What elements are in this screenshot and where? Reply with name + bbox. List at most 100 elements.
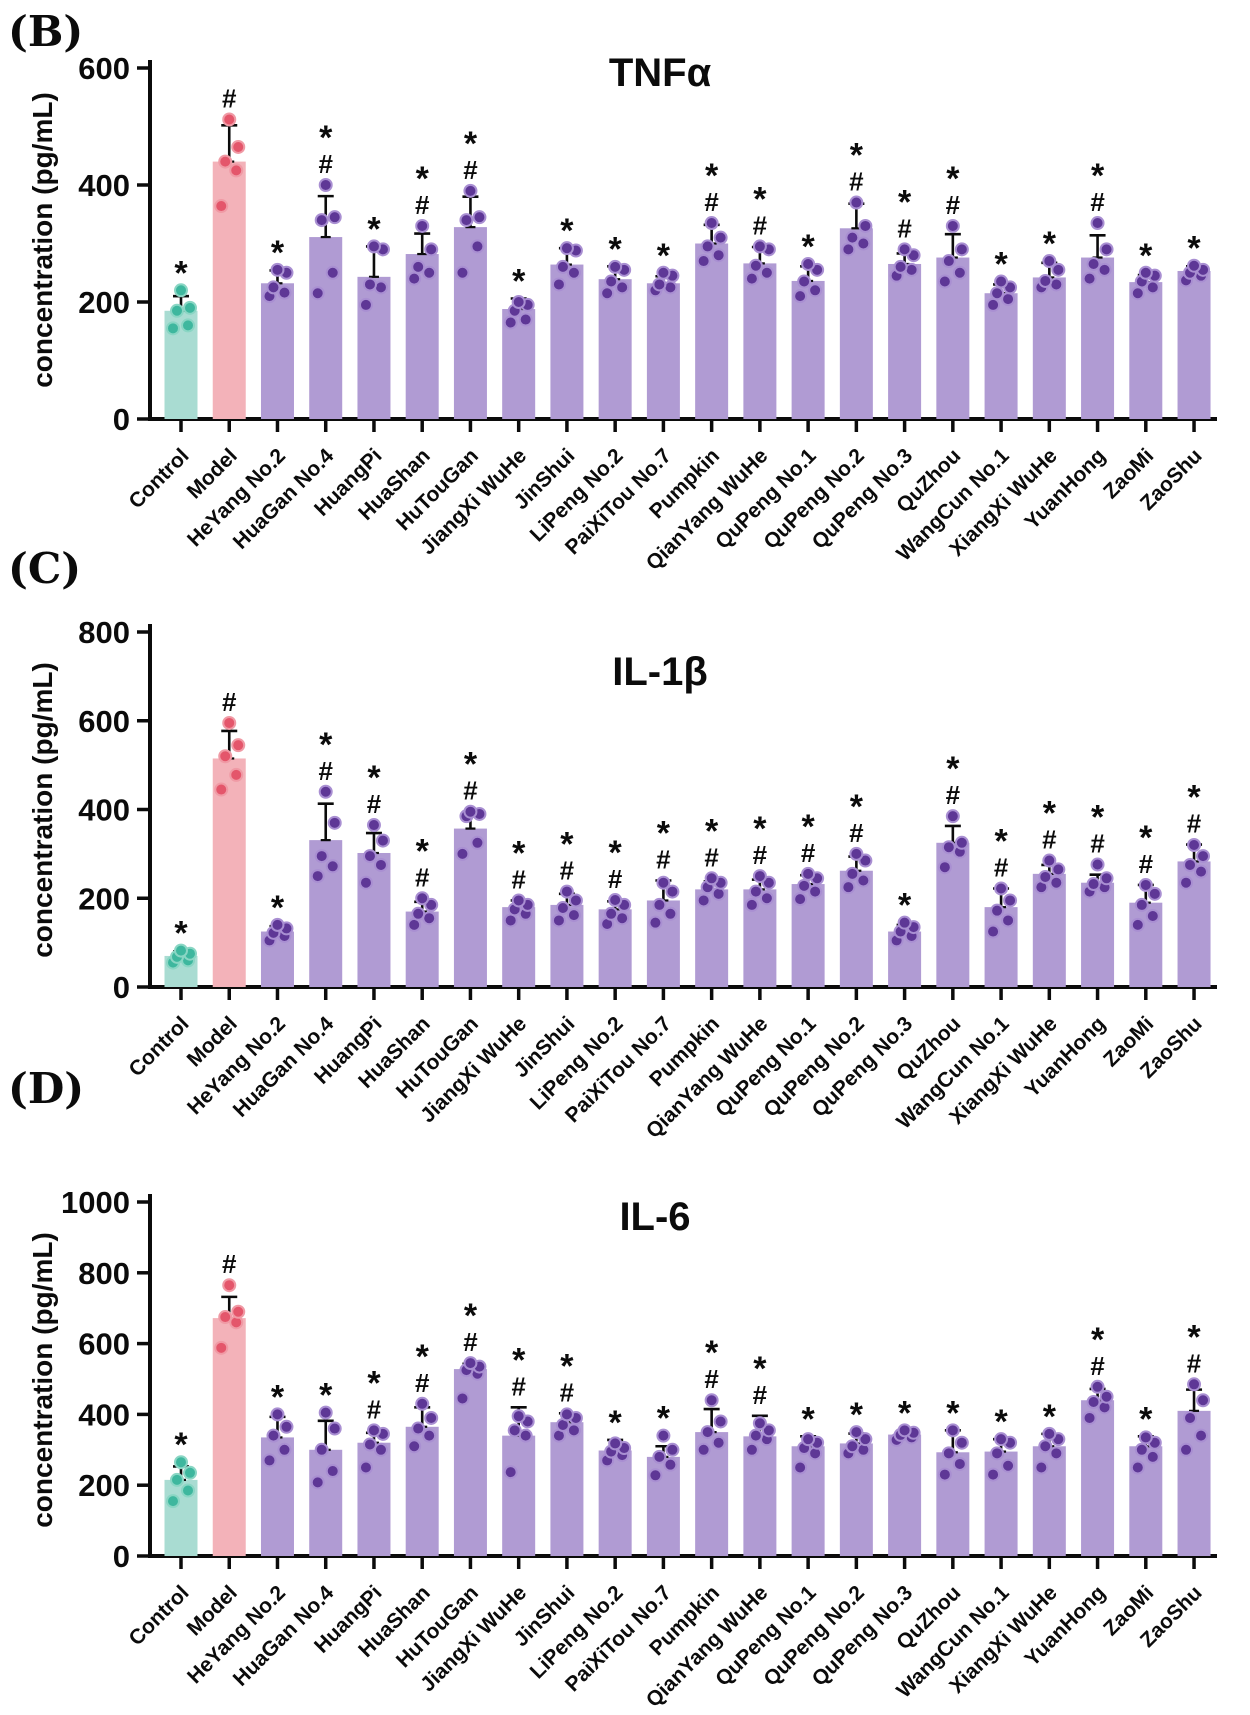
significance-star: *	[367, 210, 381, 248]
data-point	[1187, 838, 1202, 852]
data-point	[615, 280, 630, 295]
data-point	[994, 881, 1009, 896]
data-point	[555, 901, 570, 916]
data-point	[183, 1465, 197, 1480]
significance-star: *	[898, 887, 912, 925]
data-point	[366, 1423, 381, 1438]
data-point	[266, 1428, 281, 1443]
y-tick-label: 0	[113, 1539, 130, 1574]
data-point	[174, 283, 188, 298]
y-tick-label: 200	[78, 1468, 130, 1503]
significance-hash: #	[463, 155, 478, 185]
significance-star: *	[898, 183, 912, 221]
significance-hash: #	[560, 1377, 575, 1407]
y-tick-label: 600	[78, 704, 130, 739]
chart-title: IL-6	[619, 1195, 690, 1239]
data-point	[711, 248, 726, 263]
significance-hash: #	[656, 845, 671, 875]
data-point	[325, 265, 340, 280]
significance-star: *	[560, 212, 574, 250]
data-point	[181, 318, 195, 333]
significance-star: *	[271, 234, 285, 272]
significance-star: *	[609, 230, 623, 268]
data-point	[1042, 1426, 1057, 1441]
data-point	[1086, 256, 1101, 271]
data-point	[937, 1467, 952, 1482]
significance-hash: #	[1042, 825, 1057, 855]
data-point	[470, 835, 485, 850]
data-point	[1090, 857, 1105, 872]
data-point	[222, 112, 237, 127]
data-point	[744, 1442, 759, 1457]
significance-star: *	[609, 1404, 623, 1442]
data-point	[181, 1483, 195, 1498]
data-point	[424, 242, 439, 257]
significance-star: *	[1187, 230, 1201, 268]
data-point	[600, 286, 615, 301]
bar-QuPeng No.1	[791, 280, 825, 419]
data-point	[656, 875, 671, 890]
data-point	[455, 265, 470, 280]
bar-QuPeng No.3	[888, 263, 922, 419]
data-point	[797, 878, 812, 893]
significance-hash: #	[560, 856, 575, 886]
data-point	[559, 884, 574, 899]
bar-ZaoMi	[1129, 282, 1163, 419]
data-point	[1179, 875, 1194, 890]
data-point	[231, 738, 246, 753]
data-point	[218, 1310, 233, 1325]
data-point	[1130, 286, 1145, 301]
significance-star: *	[1139, 237, 1153, 275]
significance-star: *	[1139, 1400, 1153, 1438]
data-point	[555, 259, 570, 274]
data-point	[604, 274, 619, 289]
data-point	[373, 1442, 388, 1457]
significance-hash: #	[946, 780, 961, 810]
significance-hash: #	[849, 167, 864, 197]
data-point	[459, 213, 474, 228]
data-point	[793, 289, 808, 304]
data-point	[665, 884, 680, 899]
y-axis-title: concentration (pg/mL)	[27, 1232, 58, 1528]
y-tick-label: 400	[78, 793, 130, 828]
data-point	[856, 873, 871, 888]
significance-hash: #	[463, 776, 478, 806]
data-point	[990, 1446, 1005, 1461]
data-point	[407, 1439, 422, 1454]
significance-hash: #	[704, 842, 719, 872]
data-point	[752, 869, 767, 884]
significance-star: *	[705, 1334, 719, 1372]
bar-QianYang WuHe	[743, 1436, 777, 1556]
data-point	[893, 259, 908, 274]
data-point	[231, 1304, 246, 1319]
data-point	[713, 230, 728, 245]
data-point	[665, 1442, 680, 1457]
data-point	[761, 875, 776, 890]
significance-star: *	[271, 1378, 285, 1416]
data-point	[1042, 254, 1057, 269]
data-point	[954, 1435, 969, 1450]
significance-hash: #	[1187, 809, 1202, 839]
data-point	[310, 286, 325, 301]
data-point	[318, 784, 333, 799]
data-point	[1034, 1460, 1049, 1475]
significance-star: *	[367, 1364, 381, 1402]
y-axis-title: concentration (pg/mL)	[27, 662, 58, 958]
data-point	[648, 915, 663, 930]
significance-star: *	[512, 1341, 526, 1379]
data-point	[700, 1425, 715, 1440]
data-point	[849, 1425, 864, 1440]
chart-title: TNFα	[609, 51, 712, 95]
data-point	[1145, 1449, 1160, 1464]
data-point	[952, 265, 967, 280]
bar-XiangXi WuHe	[1032, 277, 1066, 419]
data-point	[696, 893, 711, 908]
data-point	[954, 835, 969, 850]
significance-star: *	[319, 1377, 333, 1415]
significance-star: *	[416, 160, 430, 198]
data-point	[849, 846, 864, 861]
significance-star: *	[1043, 225, 1057, 263]
significance-star: *	[1091, 157, 1105, 195]
bar-LiPeng No.2	[598, 279, 632, 419]
